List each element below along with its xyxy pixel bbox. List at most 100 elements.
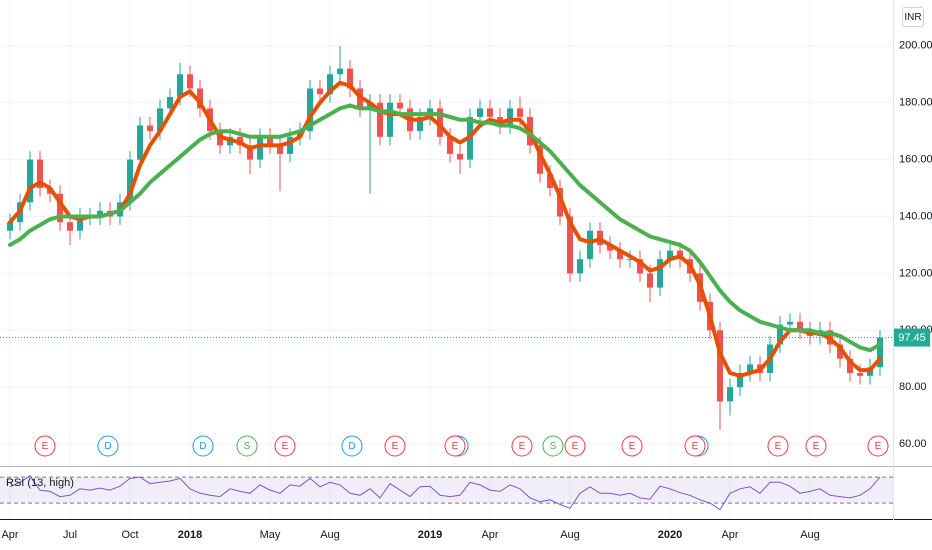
- event-label: E: [42, 441, 49, 452]
- candle-body: [337, 68, 343, 75]
- candle-body: [847, 358, 853, 373]
- x-tick-label: Oct: [121, 529, 138, 541]
- event-label: E: [519, 441, 526, 452]
- currency-label: INR: [904, 12, 921, 23]
- x-tick-label: 2020: [658, 529, 682, 541]
- y-tick-label: 120.00: [899, 267, 932, 279]
- candle-body: [547, 173, 553, 189]
- event-label: S: [244, 441, 251, 452]
- x-tick-label: Aug: [560, 529, 580, 541]
- candle-body: [717, 330, 723, 402]
- x-tick-label: Jul: [63, 529, 77, 541]
- event-label: E: [572, 441, 579, 452]
- x-tick-label: Apr: [721, 529, 738, 541]
- event-marker: [511, 435, 533, 457]
- event-marker: [564, 435, 586, 457]
- candle-body: [877, 337, 883, 368]
- event-marker: [34, 435, 56, 457]
- candle-body: [727, 387, 733, 402]
- rsi-pane: [0, 475, 893, 511]
- candle-body: [347, 68, 353, 89]
- candle-body: [517, 108, 523, 117]
- x-tick-label: Apr: [481, 529, 498, 541]
- candle-body: [537, 145, 543, 174]
- candle-body: [317, 88, 323, 95]
- candle-body: [67, 222, 73, 231]
- candle-body: [737, 372, 743, 388]
- candle-body: [477, 108, 483, 117]
- x-tick-label: May: [260, 529, 281, 541]
- candle-body: [657, 259, 663, 288]
- candle-body: [327, 74, 333, 95]
- candle-body: [797, 321, 803, 331]
- y-tick-label: 60.00: [899, 438, 927, 450]
- event-marker: [767, 435, 789, 457]
- event-label: E: [775, 441, 782, 452]
- candle-body: [367, 102, 373, 109]
- candle-body: [37, 159, 43, 189]
- candle-body: [287, 136, 293, 154]
- event-label: E: [692, 441, 699, 452]
- candle-body: [637, 259, 643, 274]
- candle-body: [567, 216, 573, 274]
- event-label: D: [104, 441, 111, 452]
- candle-body: [777, 324, 783, 345]
- event-label: S: [550, 441, 557, 452]
- candle-body: [397, 102, 403, 109]
- candle-body: [167, 97, 173, 109]
- rsi-band-fill: [0, 477, 893, 504]
- candle-body: [27, 159, 33, 203]
- candle-body: [857, 372, 863, 376]
- candle-body: [7, 222, 13, 231]
- candle-body: [417, 116, 423, 132]
- event-marker: [341, 435, 363, 457]
- candle-body: [147, 125, 153, 132]
- plot: EDDSEDEDEESEEDEEEE: [0, 45, 893, 457]
- event-marker: [684, 435, 706, 457]
- last-price-badge: [894, 328, 930, 347]
- y-tick-label: 140.00: [899, 210, 932, 222]
- moving-average: [8, 80, 882, 378]
- event-marker: [867, 435, 889, 457]
- y-tick-label: 160.00: [899, 154, 932, 166]
- event-marker: [192, 435, 214, 457]
- candle-body: [157, 108, 163, 132]
- candle-body: [627, 259, 633, 261]
- event-marker: [384, 435, 406, 457]
- moving-average: [8, 103, 882, 353]
- y-tick-label: 80.00: [899, 381, 927, 393]
- candle-body: [137, 125, 143, 160]
- candle-body: [557, 188, 563, 217]
- candle-body: [257, 136, 263, 160]
- candle-body: [437, 108, 443, 137]
- candle-body: [57, 193, 63, 223]
- event-label: E: [452, 441, 459, 452]
- x-tick-label: 2019: [418, 529, 442, 541]
- event-label: E: [875, 441, 882, 452]
- candle-body: [587, 230, 593, 260]
- x-tick-label: 2018: [178, 529, 202, 541]
- candle-body: [457, 153, 463, 160]
- candle-body: [187, 74, 193, 89]
- event-label: E: [392, 441, 399, 452]
- candle-body: [127, 159, 133, 203]
- currency-button[interactable]: [902, 7, 924, 27]
- event-marker: [274, 435, 296, 457]
- candle-body: [487, 108, 493, 117]
- candle-body: [447, 136, 453, 154]
- candle-body: [177, 74, 183, 98]
- candle-body: [77, 216, 83, 231]
- last-price-label: 97.45: [898, 332, 926, 344]
- candle-body: [307, 88, 313, 132]
- candle-body: [577, 259, 583, 274]
- event-marker: [97, 435, 119, 457]
- candle-body: [837, 344, 843, 359]
- candle-body: [277, 145, 283, 154]
- x-tick-label: Apr: [1, 529, 18, 541]
- candle-body: [247, 145, 253, 160]
- candle-body: [267, 136, 273, 146]
